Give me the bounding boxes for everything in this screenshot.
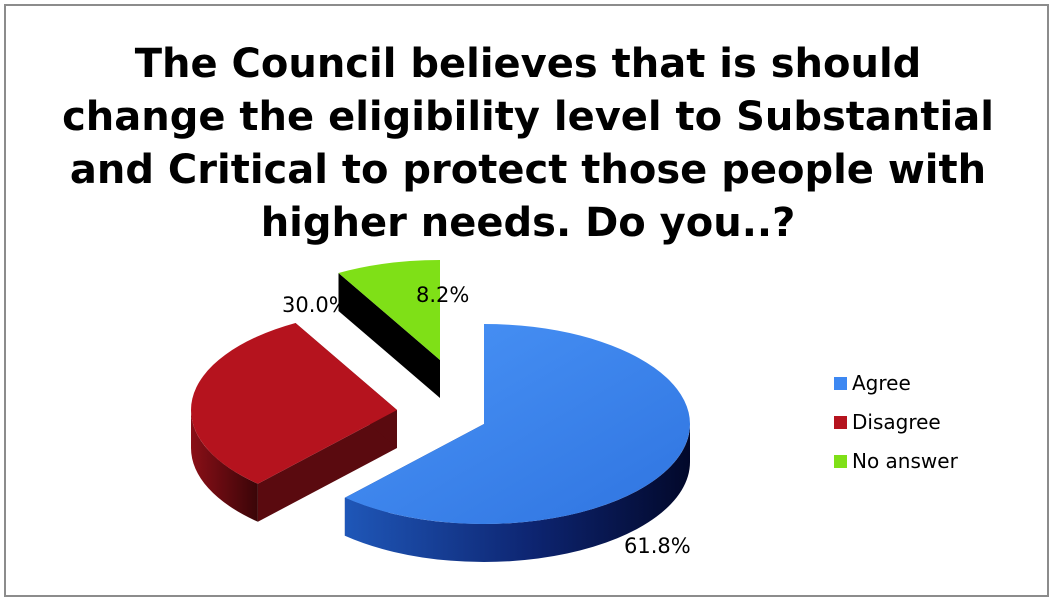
pie-slice-no-answer <box>338 260 440 360</box>
legend-label-no-answer: No answer <box>852 449 959 473</box>
legend-label-agree: Agree <box>852 371 911 395</box>
pie-slice-no-answer-cut-face <box>338 272 440 398</box>
chart-title: The Council believes that is should chan… <box>0 38 1056 250</box>
data-label-disagree: 30.0% <box>282 293 349 317</box>
pie-slice-tops <box>191 260 690 524</box>
pie-data-labels: 61.8% 30.0% 8.2% <box>282 283 691 558</box>
data-label-no-answer: 8.2% <box>416 283 469 307</box>
pie-slice-disagree <box>191 322 397 484</box>
legend-swatch-no-answer <box>834 455 847 468</box>
pie-slice-agree-side <box>344 424 690 562</box>
chart-legend: Agree Disagree No answer <box>834 371 959 473</box>
legend-swatch-agree <box>834 377 847 390</box>
chart-title-line-3: and Critical to protect those people wit… <box>69 147 987 193</box>
chart-title-line-4: higher needs. Do you..? <box>260 200 796 246</box>
pie-slice-disagree-side <box>191 410 258 522</box>
chart-title-line-2: change the eligibility level to Substant… <box>62 94 994 140</box>
pie-slice-disagree-cut-face <box>257 410 397 522</box>
data-label-agree: 61.8% <box>624 534 691 558</box>
legend-label-disagree: Disagree <box>852 410 941 434</box>
pie-slice-agree <box>344 324 690 524</box>
legend-swatch-disagree <box>834 416 847 429</box>
chart-title-line-1: The Council believes that is should <box>134 41 922 87</box>
